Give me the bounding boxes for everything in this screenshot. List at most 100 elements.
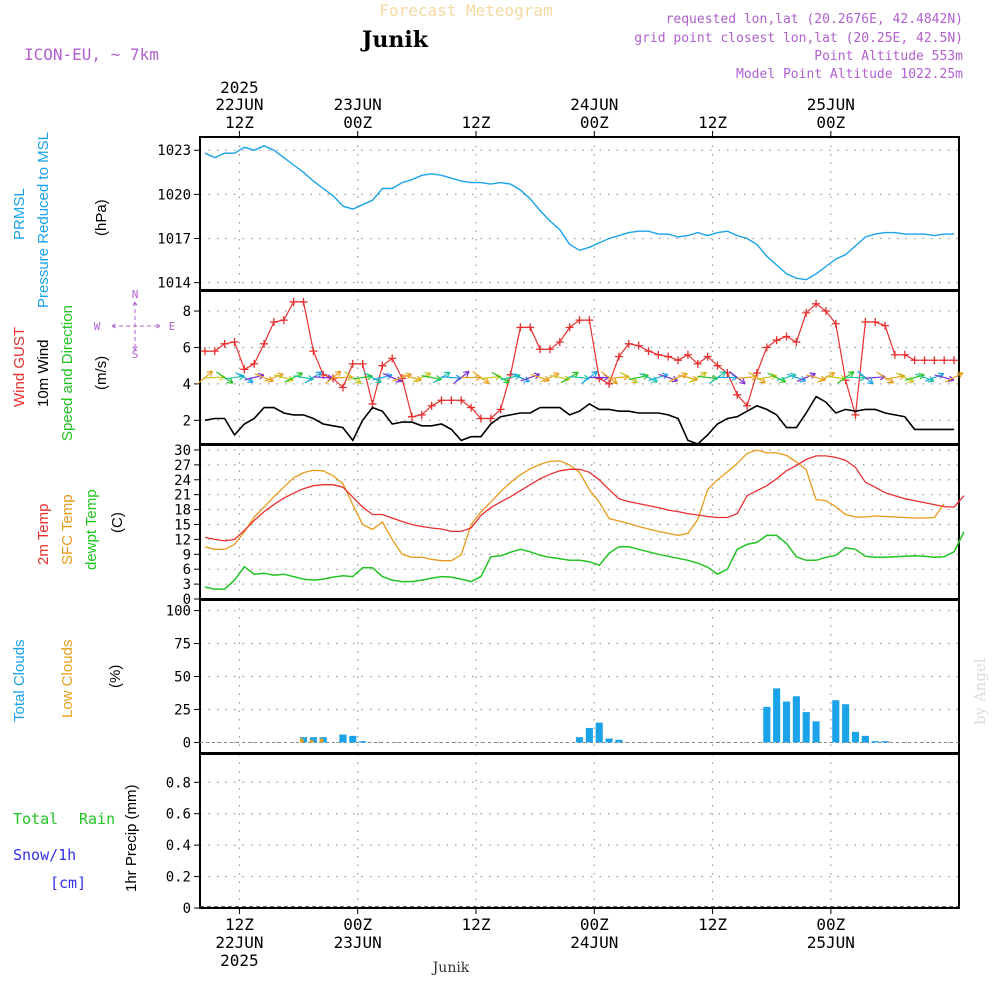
y-tick-label: 0.2: [166, 870, 191, 886]
wind-arrow-head: [937, 372, 945, 379]
total-clouds-bar: [842, 704, 850, 743]
y-tick-label: 21: [174, 488, 191, 504]
gust-marker: [595, 374, 604, 383]
bottom-axis-hour: 12Z: [462, 915, 491, 934]
gust-marker: [427, 401, 436, 410]
total-clouds-bar: [832, 700, 840, 743]
wind-arrow-head: [681, 372, 688, 379]
total-clouds-bar: [851, 731, 860, 743]
wind-arrow: [235, 372, 254, 383]
low-clouds-bar: [309, 739, 314, 743]
wind-arrow: [332, 376, 353, 379]
compass-e: E: [169, 320, 176, 333]
total-clouds-bar: [615, 739, 623, 743]
wind-arrow: [776, 374, 797, 382]
y-tick-label: 27: [174, 458, 191, 474]
gust-marker: [289, 297, 298, 306]
y-tick-label: 0.8: [166, 775, 191, 791]
y-tick-label: 0.4: [166, 838, 191, 854]
wind-arrow-head: [334, 370, 342, 378]
total-clouds-bar: [802, 712, 810, 743]
panel-frame: [199, 136, 960, 291]
y-tick-label: 0: [183, 901, 191, 917]
wind-gust-label: Wind GUST: [11, 327, 28, 407]
gust-marker: [703, 352, 712, 361]
gust-marker: [733, 390, 742, 399]
wind-arrow: [313, 376, 334, 379]
top-axis-date: 25JUN: [807, 95, 855, 114]
wind-arrow: [472, 371, 490, 384]
wind-arrow-head: [514, 373, 521, 380]
y-tick-label: 0: [183, 735, 191, 751]
gust-marker: [260, 339, 269, 348]
gust-marker: [230, 338, 239, 346]
wind-arrow: [688, 371, 707, 384]
wind-arrow-head: [956, 372, 964, 379]
watermark: by Angel: [971, 658, 989, 725]
chart-panels: 1014101710201023246803691215182124273002…: [157, 136, 965, 917]
gust-marker: [861, 317, 870, 326]
wind-arrow: [441, 376, 462, 379]
y-tick-label: 3: [183, 577, 191, 593]
precip-panel-labels: Total Rain Snow/1h [cm] 1hr Precip (mm): [13, 784, 140, 892]
total-clouds-bar: [585, 727, 593, 743]
y-tick-label: 1017: [157, 232, 191, 248]
wind-arrow: [264, 373, 284, 382]
wind-arrow: [352, 375, 373, 380]
wind-arrow: [737, 376, 758, 379]
location-title: Junik: [360, 27, 429, 53]
wind-unit-label: (m/s): [93, 356, 110, 390]
clouds-unit-label: (%): [107, 665, 124, 688]
gust-marker: [210, 347, 219, 356]
y-tick-label: 25: [174, 702, 191, 718]
wind-arrow: [480, 375, 501, 380]
gust-marker: [467, 403, 476, 412]
total-clouds-bar: [861, 735, 869, 743]
pressure-msl-label: Pressure Reduced to MSL: [35, 132, 52, 308]
wind-arrow-head: [315, 371, 323, 378]
wind-arrow-head: [907, 376, 915, 383]
y-tick-label: 6: [183, 340, 191, 356]
y-tick-label: 6: [183, 562, 191, 578]
gust-marker: [910, 356, 919, 365]
total-clouds-label: Total Clouds: [11, 639, 28, 722]
wind-arrow: [914, 373, 935, 382]
wind-arrow-head: [611, 377, 618, 385]
total-label: Total: [13, 810, 58, 828]
wind-arrow-head: [482, 377, 490, 384]
wind-arrow-head: [779, 376, 787, 383]
footer-location: Junik: [431, 960, 470, 976]
gust-marker: [831, 319, 840, 328]
gust-marker: [950, 356, 959, 365]
wind-arrow-head: [523, 376, 530, 383]
y-tick-label: 75: [174, 637, 191, 653]
y-tick-label: 30: [174, 443, 191, 459]
y-tick-label: 100: [166, 604, 191, 620]
gust-marker: [614, 352, 623, 361]
gust-marker: [457, 396, 466, 405]
temp-sfc-label: SFC Temp: [59, 494, 76, 565]
top-axis-hour: 00Z: [816, 113, 845, 132]
total-clouds-bar: [605, 738, 613, 743]
bottom-axis-year: 2025: [220, 951, 259, 970]
wind-arrow: [876, 371, 894, 384]
compass-s: S: [132, 348, 139, 361]
top-axis-hour: 12Z: [225, 113, 254, 132]
gust-marker: [496, 405, 505, 414]
total-clouds-bar: [792, 696, 800, 743]
y-tick-label: 1023: [157, 143, 191, 159]
low-clouds-bar: [319, 738, 324, 743]
wind-arrow: [344, 371, 362, 384]
wind-panel-labels: Wind GUST 10m Wind Speed and Direction (…: [11, 288, 175, 441]
wind-arrow: [560, 371, 579, 384]
sfc-temp-line: [204, 449, 945, 562]
top-axis-date: 22JUN: [215, 95, 263, 114]
wind-arrow: [382, 373, 402, 382]
y-tick-label: 9: [183, 547, 191, 563]
gust-marker: [447, 396, 456, 405]
y-tick-label: 1020: [157, 187, 191, 203]
wind-arrow: [284, 372, 303, 383]
